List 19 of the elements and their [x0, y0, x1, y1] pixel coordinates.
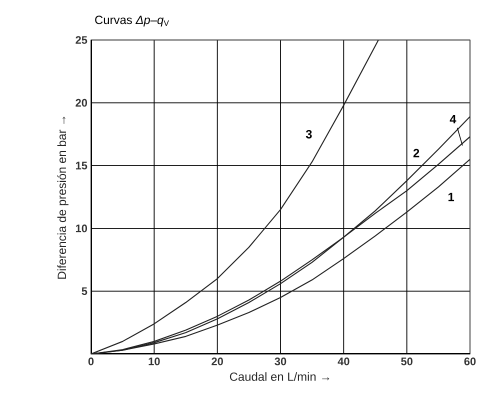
y-tick-label: 15: [76, 162, 88, 170]
x-tick-label: 10: [148, 358, 160, 366]
series-label: 1: [448, 192, 454, 202]
y-tick-label: 5: [82, 287, 88, 296]
y-tick-label: 10: [76, 224, 88, 232]
y-tick-label: 20: [76, 98, 88, 107]
y-tick-label: 25: [76, 36, 88, 44]
x-tick-label: 50: [401, 358, 412, 366]
series-label: 3: [306, 130, 312, 138]
chart-title: Curvas Δp–q$_{V}$: [95, 16, 169, 27]
x-tick-label: 40: [338, 358, 350, 366]
x-tick-label: 60: [464, 358, 476, 366]
x-axis-title: Caudal en L/min →: [230, 372, 330, 381]
y-axis-title: Diferencia de presión en bar →: [57, 116, 68, 279]
series-label: 2: [413, 148, 420, 158]
x-tick-label: 20: [212, 358, 223, 366]
x-tick-label: 0: [88, 358, 94, 366]
x-tick-label: 30: [274, 358, 286, 366]
series-label: 4: [450, 115, 456, 124]
